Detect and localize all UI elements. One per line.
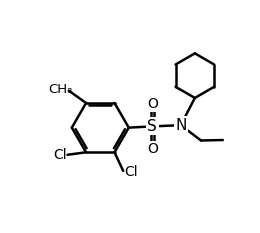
Text: Cl: Cl xyxy=(124,165,138,179)
Text: CH₃: CH₃ xyxy=(48,83,72,96)
Text: Cl: Cl xyxy=(54,148,67,162)
Text: O: O xyxy=(147,97,158,111)
Text: O: O xyxy=(147,142,158,156)
Text: N: N xyxy=(175,118,186,133)
Text: S: S xyxy=(147,119,157,134)
